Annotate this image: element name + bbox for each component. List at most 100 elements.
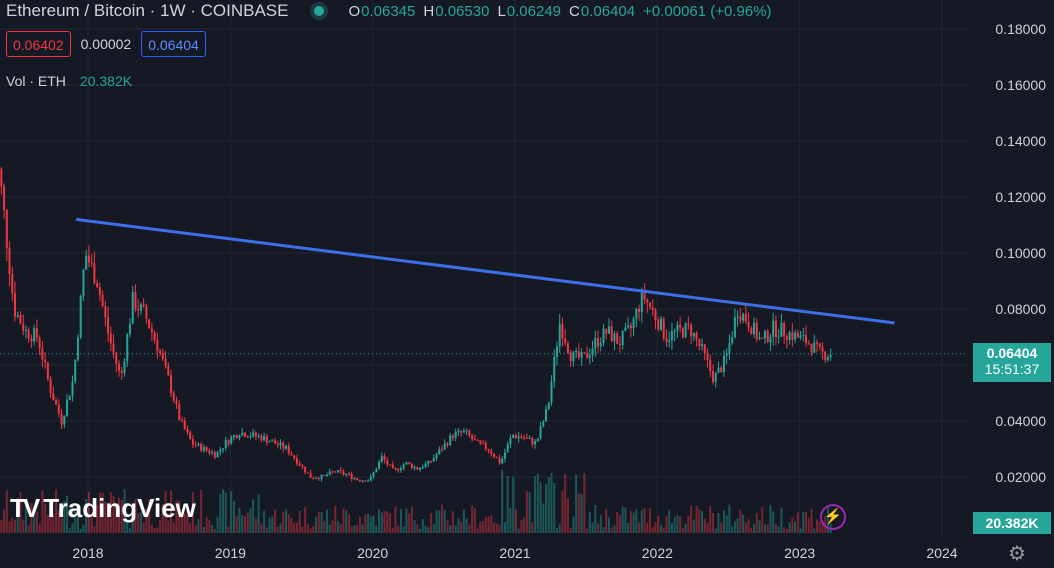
candle-body	[282, 442, 285, 449]
volume-bar	[438, 510, 441, 533]
candle-body	[304, 466, 307, 473]
candle-body	[435, 454, 438, 459]
buy-button[interactable]: 0.06404	[141, 31, 206, 57]
candle-body	[580, 352, 583, 358]
candle-body	[82, 269, 85, 297]
tradingview-logo[interactable]: TV TradingView	[10, 493, 196, 524]
volume-bar	[271, 516, 274, 533]
candle-body	[701, 344, 704, 347]
candle-body	[189, 432, 192, 440]
volume-bar	[353, 525, 356, 533]
volume-bar	[252, 499, 255, 533]
candle-body	[555, 346, 558, 357]
candle-body	[473, 439, 476, 441]
candle-body	[128, 323, 131, 335]
candle-body	[399, 468, 402, 471]
candle-body	[14, 293, 17, 317]
volume-bar	[607, 517, 610, 533]
volume-bar	[465, 518, 468, 533]
volume-bar	[564, 474, 567, 533]
candle-body	[356, 478, 359, 480]
volume-bar	[213, 528, 216, 533]
candle-body	[93, 263, 96, 284]
volume-label[interactable]: Vol · ETH	[6, 73, 66, 89]
volume-bar	[659, 525, 662, 533]
candle-body	[826, 357, 829, 361]
candle-body	[468, 430, 471, 436]
candle-body	[649, 302, 652, 308]
volume-bar	[87, 491, 90, 533]
candle-body	[618, 344, 621, 346]
volume-bar	[638, 522, 641, 533]
candle-body	[241, 432, 244, 436]
candle-body	[33, 328, 36, 342]
volume-bar	[57, 510, 60, 533]
volume-bar	[583, 472, 586, 533]
candle-body	[599, 342, 602, 347]
time-tick-label: 2022	[642, 545, 673, 561]
candle-body	[736, 316, 739, 318]
volume-bar	[186, 507, 189, 533]
volume-bar	[722, 510, 725, 533]
volume-bar	[93, 526, 96, 533]
volume-bar	[443, 510, 446, 533]
candle-body	[216, 451, 219, 458]
volume-bar	[309, 528, 312, 533]
candle-body	[200, 443, 203, 451]
volume-bar	[484, 516, 487, 533]
candle-body	[243, 432, 246, 437]
volume-bar	[137, 513, 140, 533]
volume-bar	[238, 507, 241, 533]
volume-legend: Vol · ETH 20.382K	[6, 73, 132, 89]
time-tick-label: 2023	[784, 545, 815, 561]
candle-body	[405, 462, 408, 465]
open-label: O	[348, 2, 361, 20]
sell-button[interactable]: 0.06402	[6, 31, 71, 57]
candle-body	[424, 463, 427, 468]
candle-body	[640, 289, 643, 312]
candle-body	[772, 320, 775, 337]
candle-body	[74, 359, 77, 382]
volume-bar	[159, 519, 162, 533]
lightning-icon[interactable]: ⚡	[820, 504, 846, 530]
candle-body	[27, 329, 30, 339]
volume-bar	[725, 515, 728, 533]
volume-bar	[501, 469, 504, 533]
volume-bar	[624, 507, 627, 533]
volume-bar	[451, 511, 454, 533]
price-tick-label: 0.08000	[995, 301, 1046, 317]
gear-icon[interactable]: ⚙	[1008, 543, 1026, 565]
candle-body	[711, 370, 714, 383]
candle-body	[238, 435, 241, 438]
volume-bar	[473, 508, 476, 533]
volume-bar	[227, 526, 230, 533]
time-tick-label: 2020	[357, 545, 388, 561]
candle-body	[665, 337, 668, 342]
candle-body	[263, 436, 266, 441]
volume-bar	[200, 489, 203, 533]
candle-body	[252, 432, 255, 437]
volume-bar	[364, 514, 367, 533]
time-axis: 2018 2019 2020 2021 2022 2023 2024	[72, 545, 957, 561]
candle-body	[607, 326, 610, 334]
candle-body	[597, 337, 600, 347]
candle-body	[714, 372, 717, 383]
candle-body	[55, 400, 58, 405]
candle-body	[131, 292, 134, 324]
candle-body	[807, 343, 810, 345]
volume-bar	[498, 524, 501, 533]
symbol-title[interactable]: Ethereum / Bitcoin · 1W · COINBASE	[6, 1, 289, 20]
candle-body	[265, 436, 268, 443]
candle-body	[430, 460, 433, 462]
candle-body	[38, 337, 41, 349]
volume-bar	[416, 524, 419, 533]
candle-body	[178, 403, 181, 420]
volume-bar	[254, 518, 257, 533]
candle-body	[361, 480, 364, 482]
volume-bar	[818, 521, 821, 533]
volume-bar	[408, 513, 411, 533]
candle-body	[465, 430, 468, 432]
candle-body	[115, 352, 118, 364]
volume-bar	[104, 501, 107, 533]
